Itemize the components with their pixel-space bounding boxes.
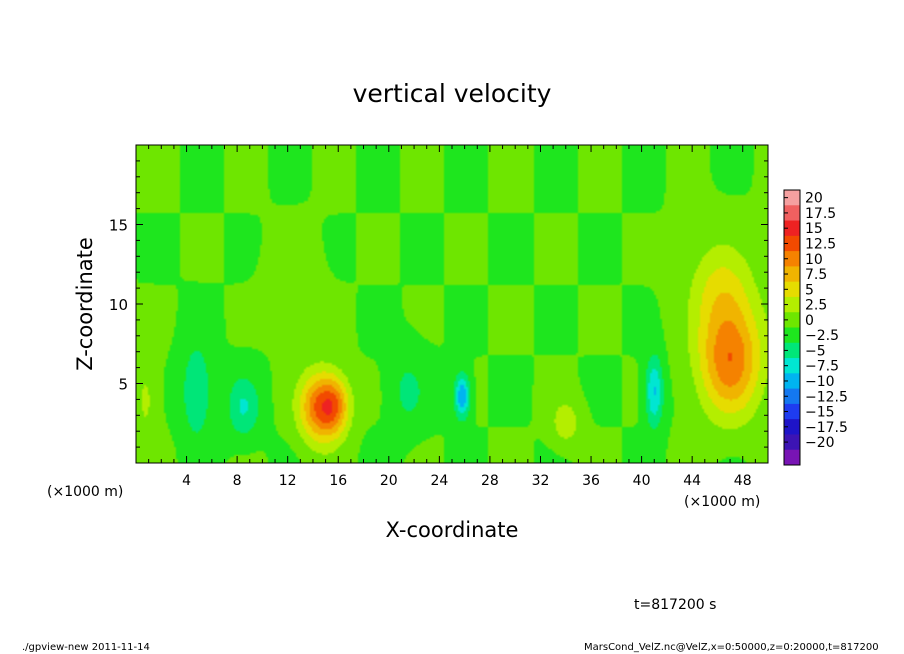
colorbar-label: −7.5 <box>805 359 839 375</box>
colorbar-segment <box>784 403 800 420</box>
heatmap-image <box>136 145 768 463</box>
x-tick-label: 8 <box>233 473 242 489</box>
colorbar-segment <box>784 235 800 252</box>
colorbar-label: −15 <box>805 405 835 421</box>
y-tick-label: 5 <box>118 376 128 394</box>
x-tick-label: 40 <box>633 473 651 489</box>
colorbar-segment <box>784 266 800 283</box>
colorbar-label: 7.5 <box>805 267 827 283</box>
colorbar-frame <box>783 189 801 466</box>
colorbar-segment <box>784 220 800 237</box>
colorbar-segment <box>784 296 800 313</box>
colorbar-segment <box>784 327 800 344</box>
y-axis-label: Z-coordinate <box>73 237 97 371</box>
colorbar-segment <box>784 434 800 451</box>
colorbar-label: 12.5 <box>805 236 836 252</box>
colorbar-segment <box>784 388 800 405</box>
colorbar-segment <box>784 373 800 390</box>
colorbar-segment <box>784 449 800 466</box>
footer-right: MarsCond_VelZ.nc@VelZ,x=0:50000,z=0:2000… <box>584 642 879 653</box>
x-unit-left: (×1000 m) <box>47 484 123 500</box>
colorbar-segment <box>784 190 800 206</box>
x-ticks: 4 8 12 16 20 24 28 32 36 40 44 48 <box>148 145 756 489</box>
x-unit-right: (×1000 m) <box>684 494 760 510</box>
x-tick-label: 24 <box>430 473 448 489</box>
colorbar-label: 20 <box>805 191 823 207</box>
colorbar-segment <box>784 312 800 328</box>
chart-title: vertical velocity <box>353 79 552 108</box>
y-ticks: 5 10 15 <box>109 160 768 448</box>
x-tick-label: 12 <box>279 473 297 489</box>
colorbar-label: −10 <box>805 374 835 390</box>
y-tick-label: 15 <box>109 217 128 235</box>
y-tick-label: 10 <box>109 296 128 314</box>
colorbar-label: −17.5 <box>805 420 848 436</box>
x-tick-label: 48 <box>734 473 752 489</box>
plot-area <box>135 144 769 464</box>
colorbar-label: 2.5 <box>805 298 827 314</box>
x-axis-label: X-coordinate <box>386 518 519 542</box>
colorbar: 2017.51512.5107.552.50−2.5−5−7.5−10−12.5… <box>783 189 848 466</box>
x-tick-label: 36 <box>582 473 600 489</box>
colorbar-label: 5 <box>805 282 814 298</box>
footer-left: ./gpview-new 2011-11-14 <box>22 642 150 653</box>
colorbar-label: −5 <box>805 343 826 359</box>
x-tick-label: 16 <box>329 473 347 489</box>
colorbar-label: 17.5 <box>805 206 836 222</box>
colorbar-segment <box>784 358 800 374</box>
colorbar-label: 15 <box>805 221 823 237</box>
colorbar-segment <box>784 251 800 267</box>
colorbar-label: 10 <box>805 252 823 268</box>
colorbar-segment <box>784 281 800 298</box>
colorbar-label: −20 <box>805 435 835 451</box>
colorbar-segment <box>784 342 800 359</box>
colorbar-segment <box>784 419 800 435</box>
x-tick-label: 32 <box>532 473 550 489</box>
x-tick-label: 28 <box>481 473 499 489</box>
colorbar-segment <box>784 205 800 222</box>
colorbar-label: −2.5 <box>805 328 839 344</box>
colorbar-label: 0 <box>805 313 814 329</box>
x-tick-label: 44 <box>683 473 701 489</box>
x-tick-label: 20 <box>380 473 398 489</box>
time-label: t=817200 s <box>634 597 716 613</box>
x-tick-label: 4 <box>182 473 191 489</box>
colorbar-label: −12.5 <box>805 389 848 405</box>
